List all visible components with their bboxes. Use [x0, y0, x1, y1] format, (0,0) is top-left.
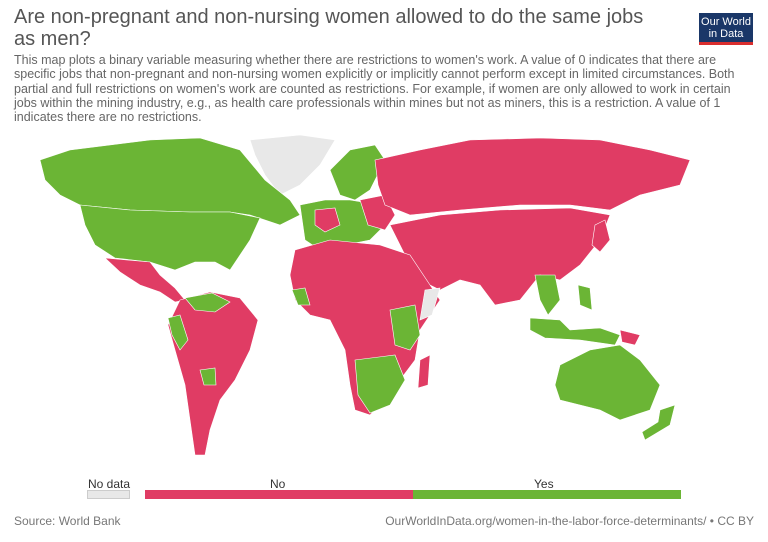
region-greenland[interactable]	[249, 134, 336, 196]
source-url[interactable]: OurWorldInData.org/women-in-the-labor-fo…	[385, 514, 754, 528]
region-canada[interactable]	[39, 137, 301, 226]
region-indonesia[interactable]	[529, 317, 621, 346]
region-west-africa[interactable]	[291, 287, 311, 306]
region-madagascar[interactable]	[417, 354, 431, 389]
legend-swatch-no-data[interactable]	[87, 490, 130, 499]
region-paraguay[interactable]	[199, 367, 217, 386]
logo-line1: Our World	[701, 16, 751, 28]
region-philippines[interactable]	[577, 284, 593, 311]
region-venezuela-guyana[interactable]	[184, 292, 231, 313]
owid-logo[interactable]: Our World in Data	[699, 13, 753, 45]
legend-label-yes: Yes	[534, 477, 554, 491]
source-note: Source: World Bank	[14, 514, 121, 528]
region-mainland-se-asia[interactable]	[534, 274, 561, 316]
legend-swatch-yes[interactable]	[413, 490, 681, 499]
logo-line2: in Data	[708, 28, 744, 40]
world-map[interactable]	[0, 130, 768, 465]
region-somalia[interactable]	[419, 287, 441, 321]
region-usa[interactable]	[79, 204, 261, 271]
region-france[interactable]	[314, 207, 341, 233]
region-east-africa[interactable]	[389, 304, 421, 351]
legend-swatch-no[interactable]	[145, 490, 413, 499]
region-southern-africa[interactable]	[354, 354, 406, 414]
region-new-zealand[interactable]	[641, 404, 676, 441]
region-japan[interactable]	[591, 219, 611, 253]
region-ecuador-peru[interactable]	[167, 314, 189, 351]
legend-label-no-data: No data	[88, 477, 131, 491]
chart-title: Are non-pregnant and non-nursing women a…	[14, 6, 644, 50]
region-australia[interactable]	[554, 344, 661, 421]
chart-subtitle: This map plots a binary variable measuri…	[14, 53, 735, 125]
legend-label-no: No	[270, 477, 286, 491]
region-russia[interactable]	[374, 137, 691, 216]
region-papua-new-guinea[interactable]	[619, 329, 641, 346]
